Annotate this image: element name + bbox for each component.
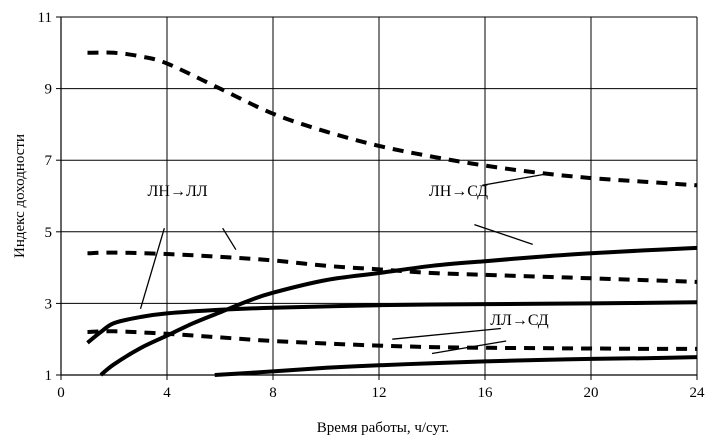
series-lines xyxy=(88,53,698,375)
x-tick-label-5: 20 xyxy=(584,385,599,401)
series-line-5 xyxy=(215,357,697,375)
series-line-3 xyxy=(88,302,698,343)
x-tick-label-0: 0 xyxy=(57,385,65,401)
x-tick-label-4: 16 xyxy=(478,385,494,401)
x-tick-label-6: 24 xyxy=(690,385,705,401)
y-tick-label-0: 1 xyxy=(45,368,53,384)
tick-labels: 0 4 8 12 16 20 24 1 3 5 7 9 11 xyxy=(38,10,705,401)
y-tick-label-5: 11 xyxy=(38,10,52,26)
y-tick-label-2: 5 xyxy=(45,225,53,241)
annotation-leader-1-0 xyxy=(482,175,543,186)
x-tick-label-2: 8 xyxy=(269,385,277,401)
annotation-leader-1-1 xyxy=(474,225,532,245)
y-tick-label-1: 3 xyxy=(45,296,53,312)
series-line-1 xyxy=(88,253,698,282)
x-tick-label-3: 12 xyxy=(372,385,387,401)
annotation-leader-0-0 xyxy=(141,228,165,309)
annotation-label-2: ЛЛ→СД xyxy=(490,312,549,329)
series-line-0 xyxy=(88,53,698,186)
x-tick-label-1: 4 xyxy=(163,385,171,401)
y-axis-label: Индекс доходности xyxy=(12,134,28,258)
annotations: ЛН→ЛЛ ЛН→СД ЛЛ→СД xyxy=(141,175,549,354)
y-tick-label-4: 9 xyxy=(45,82,53,98)
y-tick-label-3: 7 xyxy=(45,153,53,169)
x-axis-label: Время работы, ч/сут. xyxy=(317,420,449,436)
annotation-label-1: ЛН→СД xyxy=(429,183,488,200)
annotation-label-0: ЛН→ЛЛ xyxy=(148,183,208,200)
series-line-2 xyxy=(88,331,698,349)
